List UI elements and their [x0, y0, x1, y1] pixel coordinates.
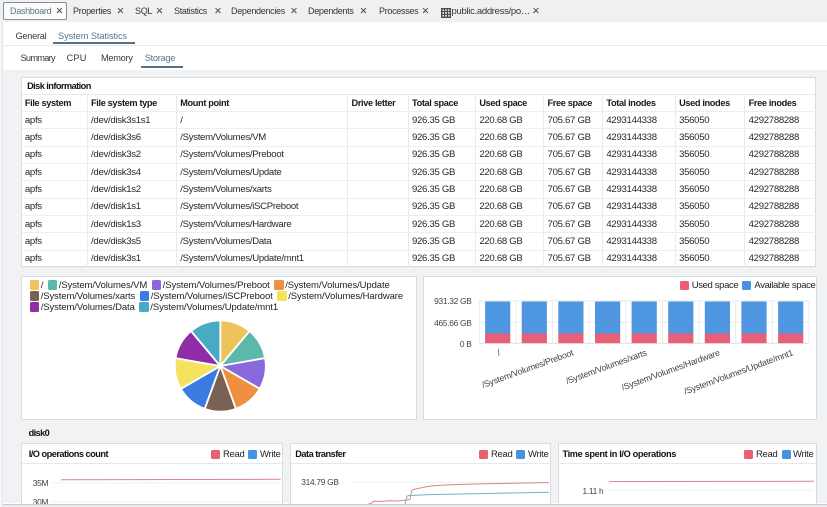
svg-text:/System/Volumes/Preboot: /System/Volumes/Preboot [480, 347, 575, 390]
svg-text:/: / [496, 347, 502, 357]
